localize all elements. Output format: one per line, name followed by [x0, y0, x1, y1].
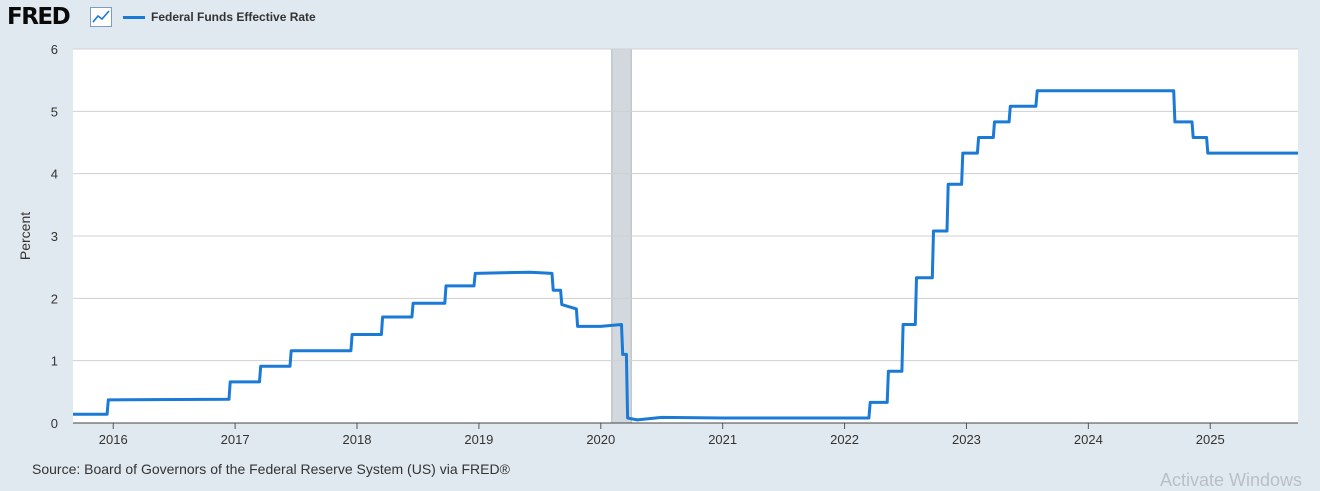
y-tick-label: 6: [51, 42, 58, 57]
y-tick-label: 0: [51, 416, 58, 431]
windows-watermark: Activate Windows: [1160, 470, 1303, 490]
x-tick-label: 2019: [464, 432, 493, 447]
source-note: Source: Board of Governors of the Federa…: [32, 461, 510, 477]
legend-series-label[interactable]: Federal Funds Effective Rate: [151, 10, 316, 24]
y-axis-label: Percent: [17, 212, 33, 260]
y-tick-label: 5: [51, 104, 58, 119]
x-tick-label: 2020: [586, 432, 615, 447]
x-tick-label: 2023: [952, 432, 981, 447]
x-tick-label: 2021: [708, 432, 737, 447]
y-tick-label: 4: [51, 167, 58, 182]
line-chart-icon[interactable]: [90, 7, 112, 27]
fred-logo[interactable]: FRED: [7, 4, 71, 30]
x-tick-label: 2017: [221, 432, 250, 447]
y-tick-label: 3: [51, 229, 58, 244]
x-tick-label: 2022: [830, 432, 859, 447]
x-tick-label: 2025: [1196, 432, 1225, 447]
legend[interactable]: Federal Funds Effective Rate: [123, 10, 316, 24]
x-tick-label: 2016: [99, 432, 128, 447]
y-tick-label: 1: [51, 354, 58, 369]
series-line: [73, 89, 1298, 422]
x-tick-label: 2018: [343, 432, 372, 447]
legend-swatch: [123, 15, 145, 19]
y-tick-label: 2: [51, 291, 58, 306]
x-tick-label: 2024: [1074, 432, 1103, 447]
